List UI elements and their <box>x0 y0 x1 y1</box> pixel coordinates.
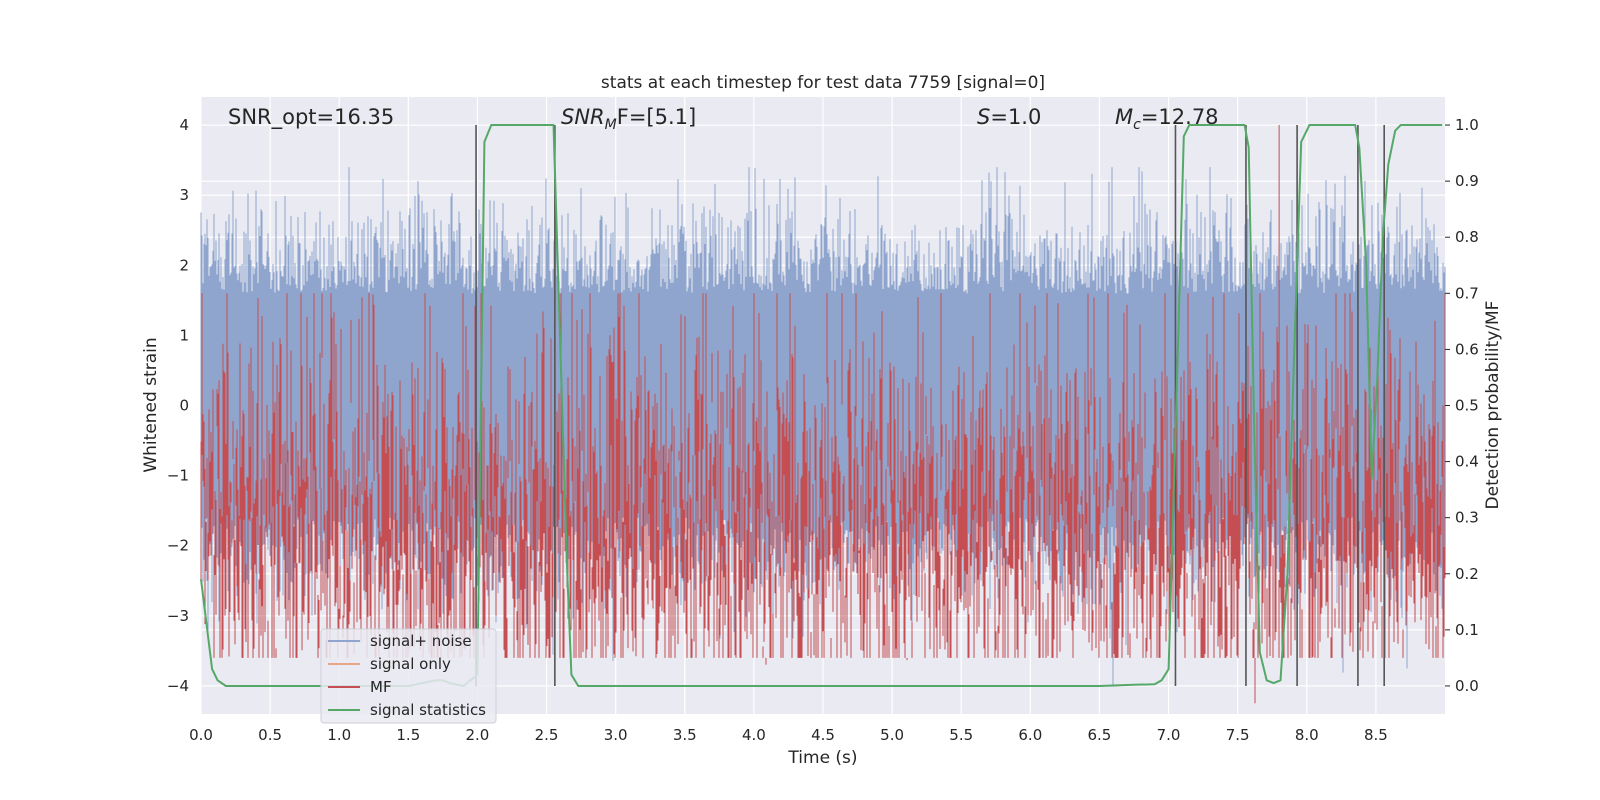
s-value: =1.0 <box>990 105 1041 129</box>
snr-mf-rest: F=[5.1] <box>617 105 696 129</box>
y-right-tick-label: 0.4 <box>1455 453 1479 471</box>
x-tick-label: 6.0 <box>1018 726 1042 744</box>
y-right-tick-label: 0.9 <box>1455 172 1479 190</box>
x-tick-label: 1.0 <box>327 726 351 744</box>
y-tick-label: −3 <box>167 607 189 625</box>
legend: signal+ noise signal only MF signal stat… <box>320 628 497 724</box>
y-right-tick-label: 0.1 <box>1455 621 1479 639</box>
y-right-tick-label: 0.5 <box>1455 397 1479 415</box>
y-right-axis-ticks: 0.0 0.1 0.2 0.3 0.4 0.5 0.6 0.7 0.8 0.9 1.0 <box>1445 116 1479 695</box>
y-tick-label: 1 <box>179 326 189 344</box>
x-tick-label: 3.0 <box>604 726 628 744</box>
legend-box <box>320 628 497 724</box>
y-tick-label: −4 <box>167 677 189 695</box>
mc-sub: c <box>1133 117 1141 133</box>
mf-series <box>200 125 1446 704</box>
y-right-axis-label: Detection probability/MF <box>1483 301 1503 510</box>
y-right-tick-label: 0.8 <box>1455 228 1479 246</box>
y-tick-label: −1 <box>167 467 189 485</box>
annotation-snr-opt: SNR_opt=16.35 <box>228 105 394 130</box>
snr-mf-sub: M <box>605 117 617 133</box>
x-tick-label: 7.5 <box>1226 726 1250 744</box>
x-tick-label: 1.5 <box>396 726 420 744</box>
x-tick-label: 0.5 <box>258 726 282 744</box>
x-tick-label: 2.0 <box>466 726 490 744</box>
y-right-tick-label: 0.2 <box>1455 565 1479 583</box>
y-tick-label: 2 <box>179 256 189 274</box>
x-axis-ticks: 0.0 0.5 1.0 1.5 2.0 2.5 3.0 3.5 4.0 4.5 5.0 5.5 6.0 6… <box>189 726 1388 744</box>
x-tick-label: 7.0 <box>1157 726 1181 744</box>
x-tick-label: 0.0 <box>189 726 213 744</box>
s-label: S <box>977 105 990 129</box>
y-axis-ticks: −4 −3 −2 −1 0 1 2 3 4 <box>167 116 189 695</box>
x-tick-label: 4.5 <box>811 726 835 744</box>
y-right-tick-label: 0.3 <box>1455 509 1479 527</box>
y-tick-label: 4 <box>179 116 189 134</box>
y-tick-label: −2 <box>167 537 189 555</box>
snr-mf-base: SNR <box>561 105 605 129</box>
x-tick-label: 5.0 <box>880 726 904 744</box>
legend-label-signal-only: signal only <box>370 655 451 673</box>
chart-title: stats at each timestep for test data 775… <box>601 73 1045 93</box>
x-axis-label: Time (s) <box>787 748 857 768</box>
x-tick-label: 5.5 <box>949 726 973 744</box>
y-right-tick-label: 1.0 <box>1455 116 1479 134</box>
y-tick-label: 3 <box>179 186 189 204</box>
annotation-mc: Mc=12.78 <box>1115 105 1219 133</box>
y-right-tick-label: 0.6 <box>1455 340 1479 358</box>
legend-label-mf: MF <box>370 678 392 696</box>
annotation-s: S=1.0 <box>977 105 1041 129</box>
y-axis-label: Whitened strain <box>141 337 161 472</box>
mf-trace <box>200 125 1446 704</box>
x-tick-label: 2.5 <box>535 726 559 744</box>
x-tick-label: 4.0 <box>742 726 766 744</box>
mc-label: M <box>1115 105 1133 129</box>
legend-label-signal-noise: signal+ noise <box>370 632 472 650</box>
annotation-snr-mf: SNRMF=[5.1] <box>561 105 696 133</box>
legend-label-signal-statistics: signal statistics <box>370 701 486 719</box>
x-tick-label: 3.5 <box>673 726 697 744</box>
x-tick-label: 8.5 <box>1364 726 1388 744</box>
y-right-tick-label: 0.7 <box>1455 284 1479 302</box>
x-tick-label: 8.0 <box>1295 726 1319 744</box>
mc-value: =12.78 <box>1141 105 1219 129</box>
y-right-tick-label: 0.0 <box>1455 677 1479 695</box>
x-tick-label: 6.5 <box>1088 726 1112 744</box>
y-tick-label: 0 <box>179 397 189 415</box>
